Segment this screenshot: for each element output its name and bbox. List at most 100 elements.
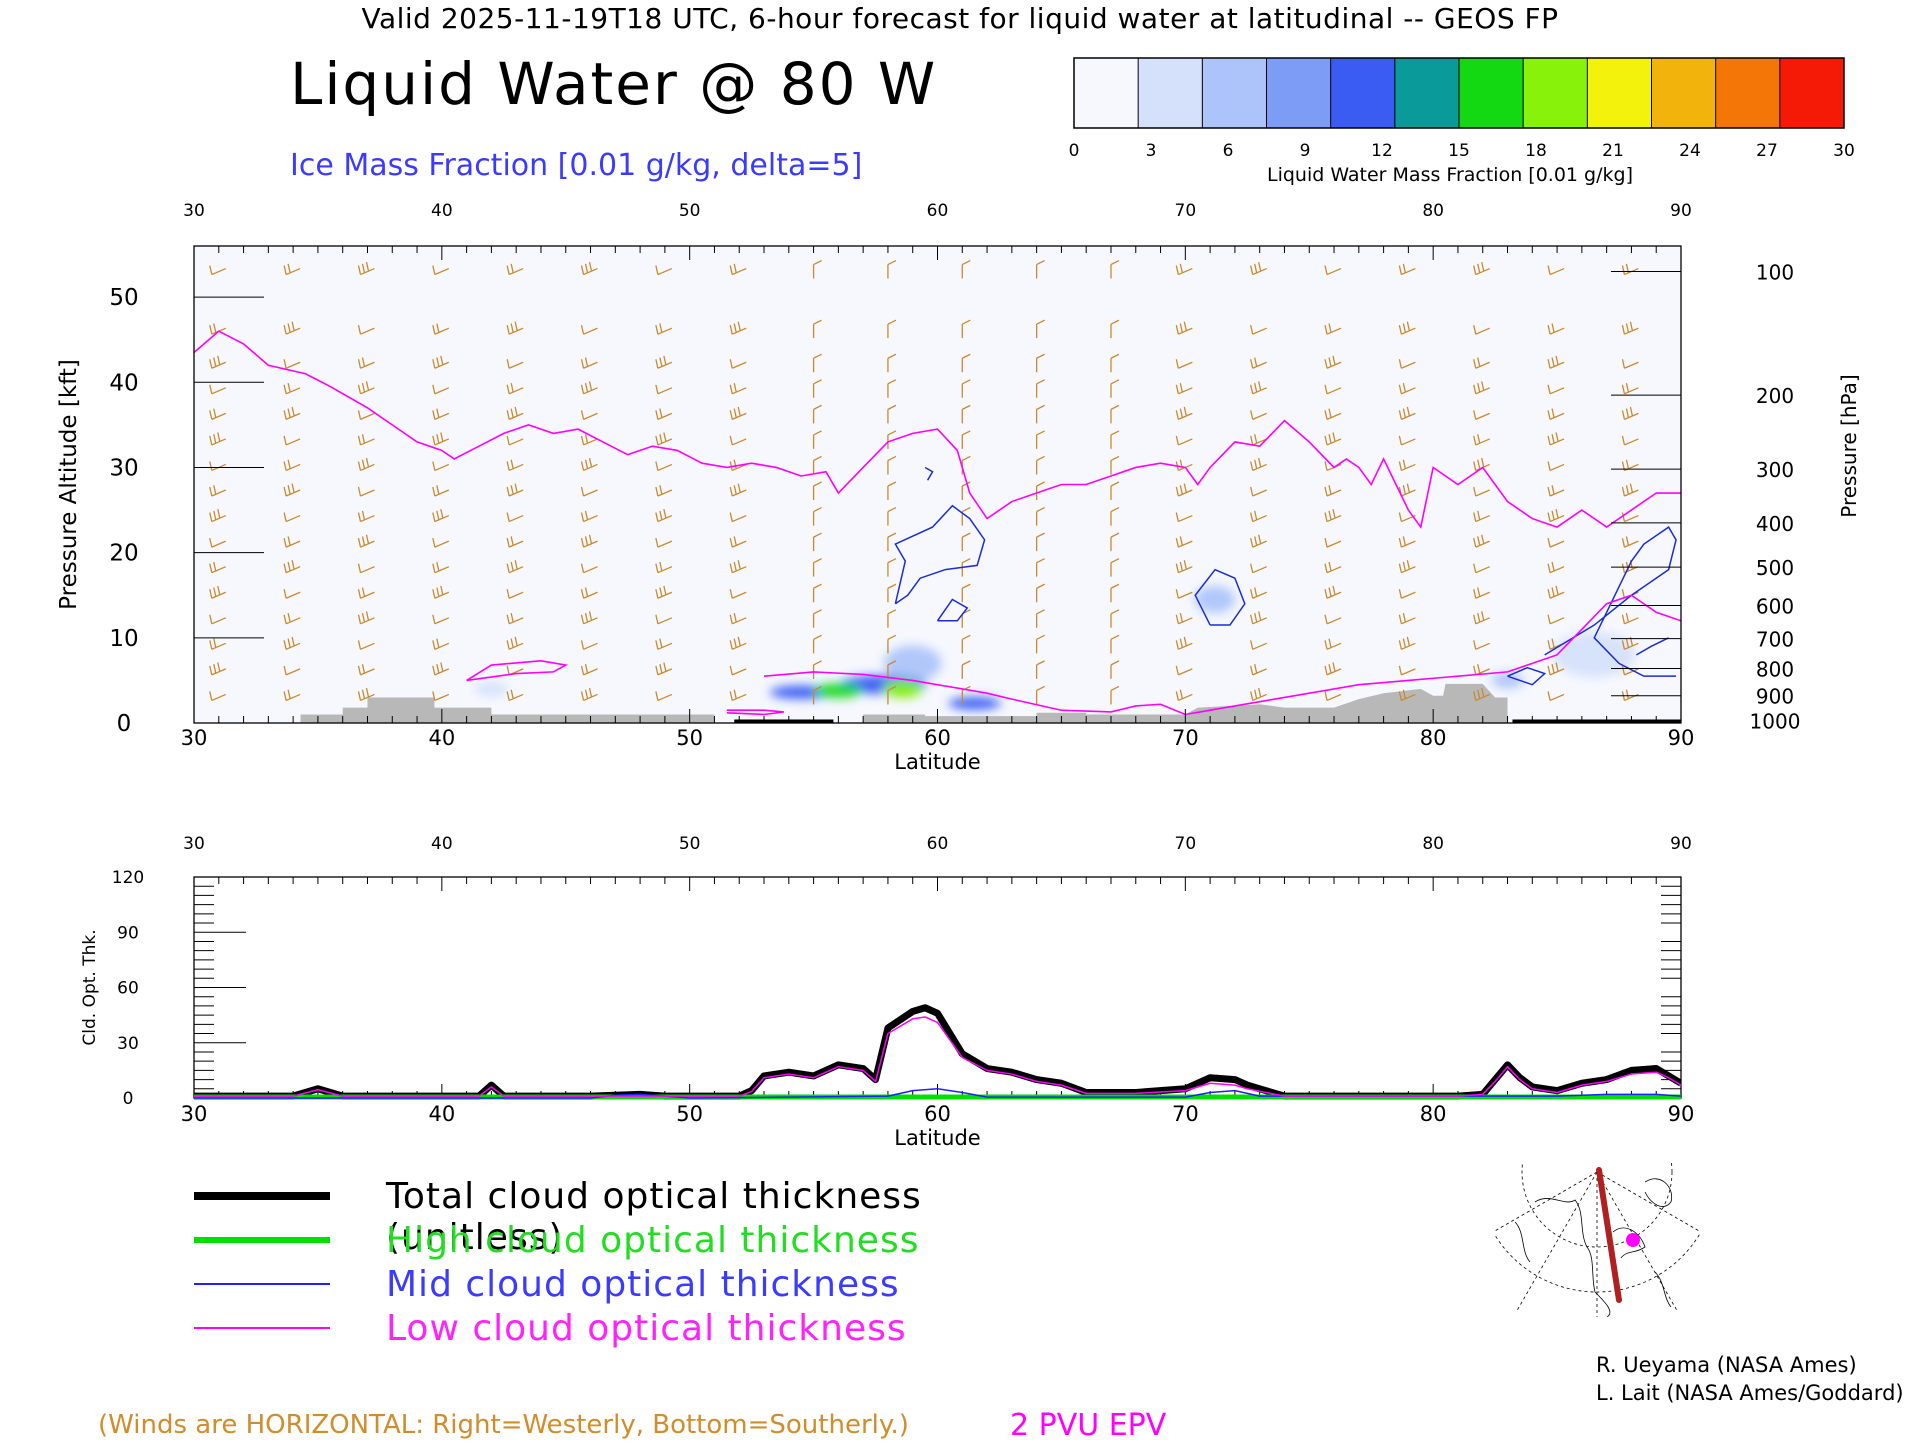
colorbar-tick-label: 18: [1525, 141, 1547, 161]
cot-y-tick-label: 0: [123, 1089, 134, 1109]
wind-barb: [580, 534, 598, 548]
y-axis-label: Pressure Altitude [kft]: [56, 359, 82, 610]
cot-x-tick-label: 50: [676, 1102, 703, 1126]
x-tick-label-top: 60: [927, 201, 949, 221]
cot-x-tick-label-top: 70: [1175, 834, 1197, 854]
wind-barb: [887, 259, 897, 279]
wind-barb: [1035, 558, 1045, 577]
wind-barb: [432, 691, 450, 702]
wind-barb: [1473, 434, 1490, 446]
wind-barb: [432, 561, 450, 574]
wind-barb: [1324, 509, 1342, 523]
wind-barb: [1324, 638, 1342, 650]
pressure-tick-label: 100: [1756, 261, 1794, 285]
legend-label-high: High cloud optical thickness: [386, 1220, 920, 1261]
x-tick-label-top: 30: [183, 201, 205, 221]
wind-barb: [357, 486, 375, 497]
wind-barb: [357, 410, 375, 420]
legend-line-total: [194, 1192, 330, 1200]
wind-barb: [1398, 321, 1416, 335]
wind-barb: [655, 585, 673, 599]
wind-barb: [1547, 485, 1565, 497]
wind-barb: [1473, 325, 1490, 335]
cot-x-axis-label: Latitude: [894, 1126, 980, 1150]
wind-barb: [1250, 510, 1267, 523]
wind-barb: [1110, 481, 1120, 501]
wind-barb: [506, 689, 524, 702]
wind-barb: [655, 461, 673, 472]
colorbar-tick-label: 21: [1602, 141, 1624, 161]
wind-barb: [209, 561, 227, 574]
wind-barb: [432, 265, 450, 276]
wind-barb: [432, 509, 450, 523]
wind-barb: [1324, 323, 1342, 335]
wind-barb: [729, 560, 747, 574]
wind-barb: [655, 537, 673, 548]
wind-barb: [961, 558, 971, 577]
map-meridian: [1596, 1171, 1700, 1232]
wind-barb: [1547, 691, 1565, 702]
wind-barb: [580, 486, 598, 497]
wind-barb: [1324, 485, 1342, 497]
wind-barb: [580, 687, 598, 702]
wind-barb: [357, 563, 375, 574]
wind-barb: [887, 609, 897, 628]
legend-line-low: [194, 1327, 330, 1329]
wind-barb: [1175, 536, 1193, 548]
ice-mass-contour: [1194, 568, 1246, 626]
wind-barb: [812, 379, 822, 398]
wind-barb: [961, 319, 971, 339]
wind-barb: [357, 534, 375, 548]
wind-barb: [1250, 563, 1267, 574]
wind-barb: [506, 536, 524, 548]
wind-barb: [812, 634, 822, 654]
wind-barb: [1175, 612, 1193, 625]
x-tick-label: 50: [676, 726, 703, 750]
wind-barb: [506, 435, 524, 446]
wind-barb: [1035, 609, 1045, 628]
wind-barb: [209, 485, 227, 497]
wind-barb: [1175, 589, 1193, 599]
wind-barb: [655, 614, 673, 625]
wind-barb: [432, 461, 450, 472]
wind-barb: [1547, 561, 1565, 574]
cot-series-line: [194, 1016, 1681, 1097]
colorbar-swatch: [1715, 58, 1781, 128]
wind-barb: [580, 381, 598, 395]
wind-barb: [961, 660, 971, 679]
legend-high: High cloud optical thickness: [190, 1220, 1110, 1261]
wind-barb: [1250, 434, 1267, 446]
wind-barb: [1250, 410, 1267, 420]
pressure-tick-label: 1000: [1750, 709, 1801, 733]
wind-barb: [1621, 636, 1639, 650]
wind-barb: [1398, 636, 1416, 650]
colorbar-swatch: [1587, 58, 1652, 128]
wind-barb: [1621, 483, 1639, 497]
wind-barb: [887, 353, 897, 373]
wind-barb: [1110, 685, 1120, 705]
y-tick-label: 20: [109, 541, 138, 567]
wind-barb: [1621, 536, 1639, 548]
legend-label-low: Low cloud optical thickness: [386, 1308, 907, 1349]
wind-barb: [887, 506, 897, 526]
wind-barb: [283, 560, 301, 574]
wind-barb: [1324, 265, 1342, 276]
wind-barb: [357, 381, 375, 395]
legend-line-high: [194, 1237, 330, 1243]
wind-barb: [209, 432, 227, 446]
wind-barb: [1035, 506, 1045, 526]
wind-barb: [1547, 461, 1565, 472]
map-meridian: [1516, 1171, 1598, 1311]
wind-barb: [1621, 359, 1639, 369]
x-tick-label: 30: [181, 726, 208, 750]
wind-barb: [1175, 263, 1193, 276]
wind-barb: [1398, 359, 1416, 369]
colorbar-swatch: [1651, 58, 1717, 128]
wind-barbs: [209, 259, 1639, 705]
wind-barb: [1547, 537, 1565, 548]
wind-barb: [209, 537, 227, 548]
wind-barb: [1250, 687, 1267, 702]
wind-barb: [1175, 665, 1193, 676]
cot-x-tick-label-top: 90: [1670, 834, 1692, 854]
ice-mass-contour: [936, 598, 969, 622]
